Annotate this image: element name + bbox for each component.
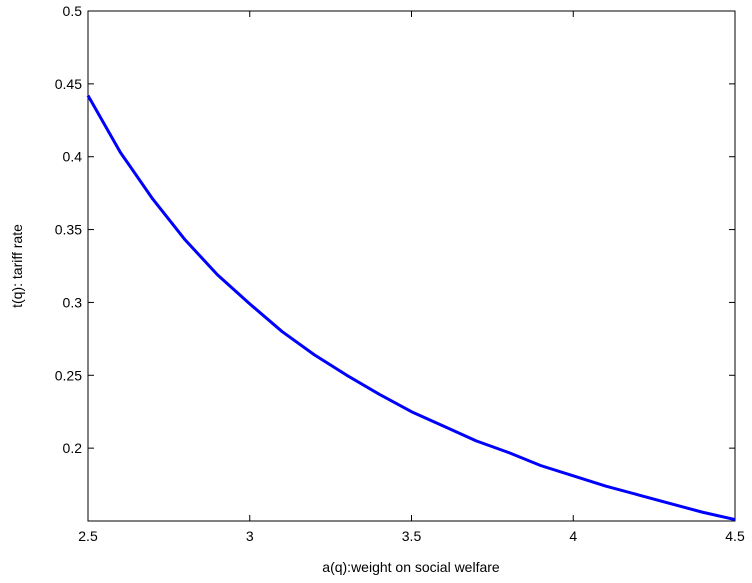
x-tick-label: 4.5	[725, 528, 745, 544]
x-tick-label: 2.5	[78, 528, 98, 544]
x-tick-label: 4	[569, 528, 577, 544]
y-tick-label: 0.5	[63, 3, 83, 19]
line-series	[86, 94, 736, 522]
y-tick-label: 0.25	[55, 367, 82, 383]
x-tick-label: 3.5	[402, 528, 422, 544]
plot-area	[87, 10, 736, 522]
y-tick-label: 0.3	[63, 294, 83, 310]
y-tick-label: 0.35	[55, 222, 82, 238]
y-tick-label: 0.2	[63, 440, 83, 456]
y-tick-label: 0.45	[55, 76, 82, 92]
y-tick-label: 0.4	[63, 149, 83, 165]
x-axis-label: a(q):weight on social welfare	[322, 559, 500, 575]
x-tick-label: 3	[246, 528, 254, 544]
y-axis-label: t(q): tariff rate	[9, 224, 25, 308]
